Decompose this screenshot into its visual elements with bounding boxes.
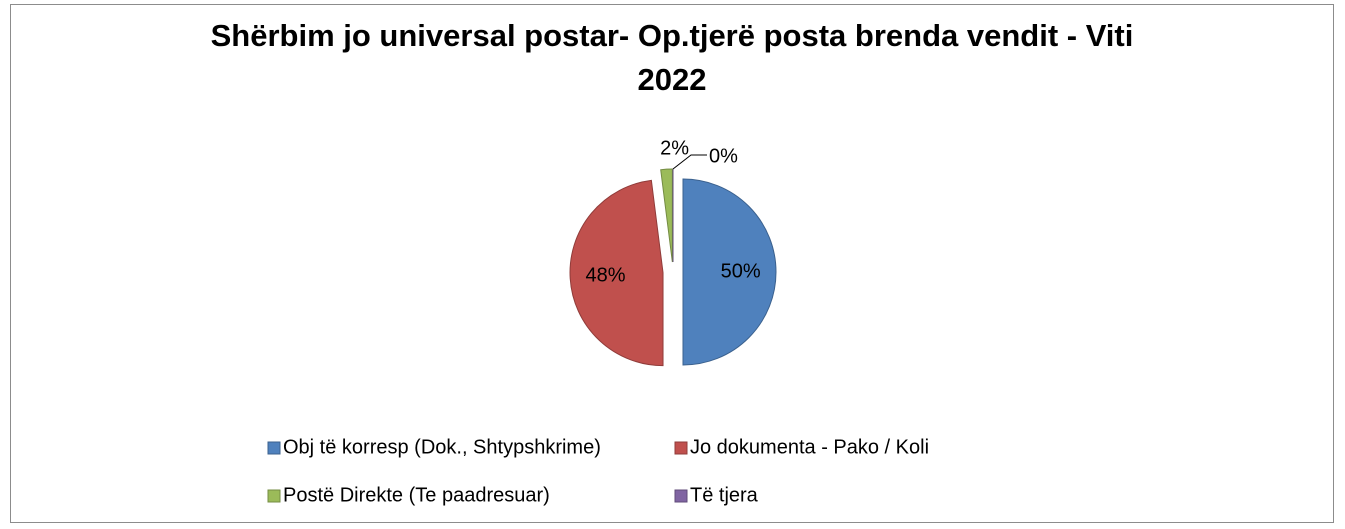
legend-swatch [674, 441, 688, 455]
pie-slice [660, 168, 673, 263]
pie-slice [569, 179, 664, 367]
data-label: 0% [709, 145, 738, 167]
chart-frame [10, 4, 1334, 523]
legend-label: Postë Direkte (Te paadresuar) [283, 484, 550, 506]
leader-line [672, 154, 707, 170]
data-label: 2% [660, 137, 689, 159]
legend-swatch [674, 489, 688, 503]
legend-label: Të tjera [690, 484, 759, 506]
legend-swatch [267, 489, 281, 503]
data-label: 50% [721, 260, 761, 282]
legend-label: Obj të korresp (Dok., Shtypshkrime) [283, 436, 601, 458]
pie-slice [682, 178, 777, 366]
legend-label: Jo dokumenta - Pako / Koli [690, 436, 929, 458]
legend-swatch [267, 441, 281, 455]
chart-title: Shërbim jo universal postar- Op.tjerë po… [210, 18, 1134, 97]
data-label: 48% [585, 265, 625, 287]
